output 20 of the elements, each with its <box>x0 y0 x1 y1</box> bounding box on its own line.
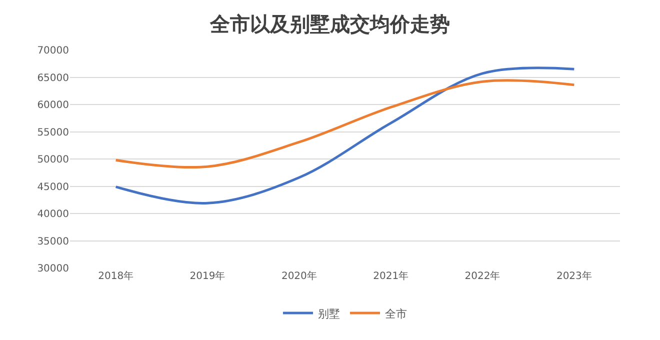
x-tick-label: 2022年 <box>464 270 500 282</box>
x-tick-label: 2023年 <box>556 270 592 282</box>
x-tick-label: 2019年 <box>190 270 226 282</box>
legend-label: 别墅 <box>318 307 340 320</box>
line-series <box>114 66 576 205</box>
y-tick-label: 40000 <box>37 209 69 220</box>
y-tick-label: 55000 <box>37 127 69 138</box>
y-tick-label: 70000 <box>37 46 69 56</box>
y-tick-label: 60000 <box>37 100 69 111</box>
y-tick-label: 45000 <box>37 182 69 193</box>
line-series <box>114 79 576 169</box>
legend-label: 全市 <box>385 307 407 320</box>
chart-title: 全市以及别墅成交均价走势 <box>209 12 450 36</box>
y-tick-label: 35000 <box>37 236 69 248</box>
x-tick-label: 2020年 <box>281 270 317 282</box>
y-tick-label: 65000 <box>37 72 69 84</box>
y-tick-label: 30000 <box>37 264 69 274</box>
x-tick-label: 2018年 <box>98 270 134 282</box>
y-tick-label: 50000 <box>37 154 69 166</box>
x-tick-label: 2021年 <box>373 270 409 282</box>
